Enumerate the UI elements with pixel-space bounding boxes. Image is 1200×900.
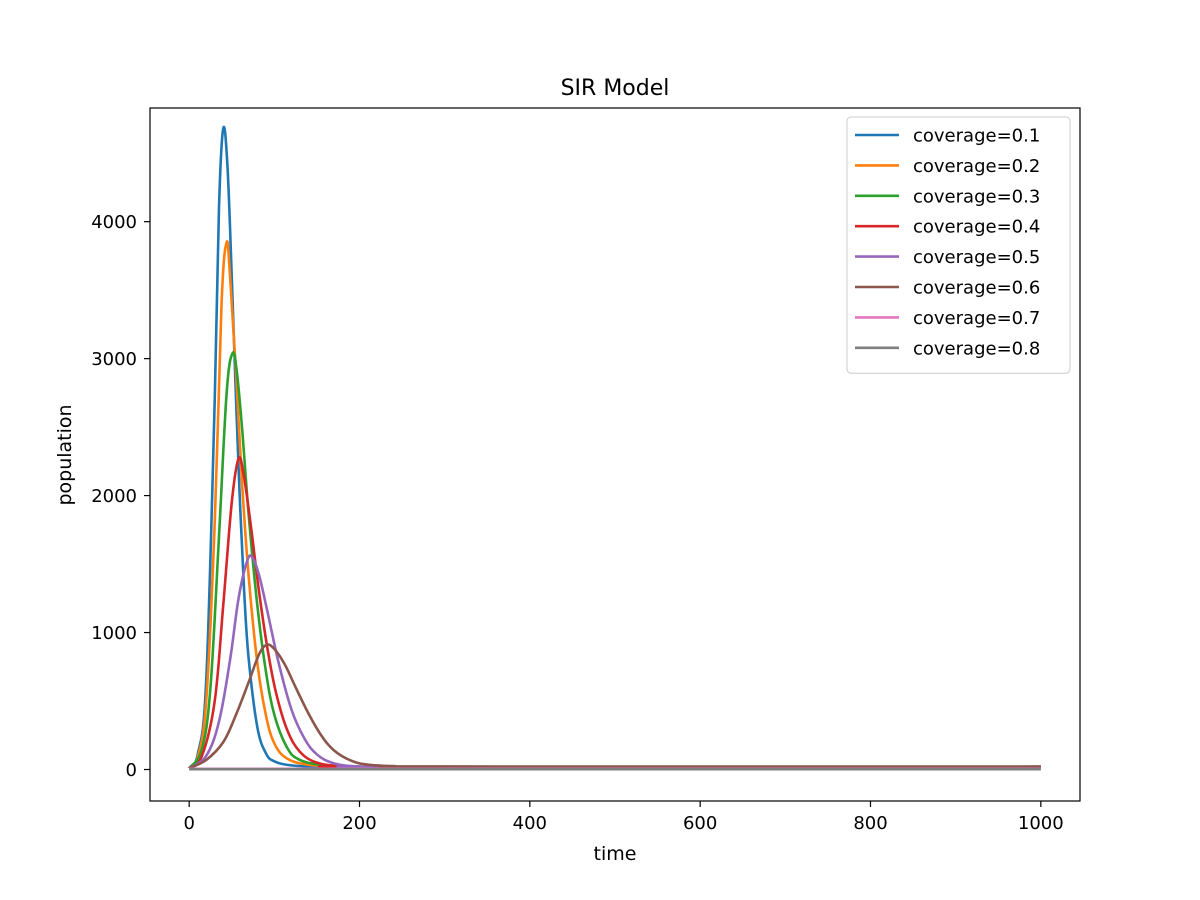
legend-label-3: coverage=0.3 <box>913 186 1040 207</box>
legend: coverage=0.1 coverage=0.2 coverage=0.3 cove… <box>846 116 1071 374</box>
y-axis-ticks: 0 1000 2000 3000 4000 <box>91 212 150 781</box>
legend-label-1: coverage=0.1 <box>913 126 1040 147</box>
series-line-6 <box>188 643 1041 770</box>
y-tick-label: 4000 <box>91 212 137 233</box>
y-tick-label: 2000 <box>91 486 137 507</box>
y-axis-label: population <box>54 404 76 505</box>
plot-frame <box>149 107 1081 802</box>
x-tick-label: 400 <box>513 813 547 834</box>
series-line-5 <box>188 554 1041 770</box>
plot-lines <box>188 125 1041 771</box>
legend-box <box>846 116 1071 374</box>
y-tick-label: 3000 <box>91 349 137 370</box>
x-tick-label: 200 <box>342 813 376 834</box>
chart-title: SIR Model <box>561 76 670 101</box>
x-tick-label: 1000 <box>1018 813 1064 834</box>
x-tick-label: 0 <box>183 813 194 834</box>
legend-label-5: coverage=0.5 <box>913 247 1040 268</box>
x-tick-label: 800 <box>853 813 887 834</box>
x-axis-label: time <box>594 843 637 865</box>
y-tick-label: 1000 <box>91 623 137 644</box>
series-line-4 <box>188 456 1041 770</box>
legend-label-4: coverage=0.4 <box>913 217 1040 238</box>
legend-label-7: coverage=0.7 <box>913 308 1040 329</box>
y-tick-label: 0 <box>126 760 137 781</box>
x-tick-label: 600 <box>683 813 717 834</box>
legend-label-8: coverage=0.8 <box>913 338 1040 359</box>
series-line-1 <box>188 125 1041 770</box>
legend-label-2: coverage=0.2 <box>913 156 1040 177</box>
x-axis-ticks: 0 200 400 600 800 1000 <box>183 801 1064 834</box>
legend-label-6: coverage=0.6 <box>913 278 1040 299</box>
